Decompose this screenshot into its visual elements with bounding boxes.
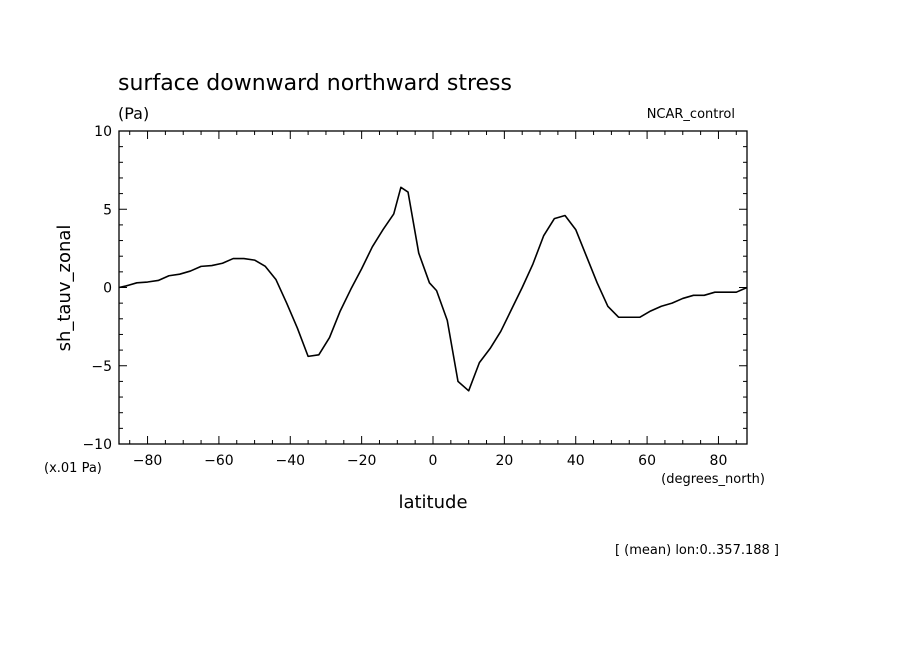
x-axis-label: latitude <box>398 492 467 513</box>
axis-ticks <box>119 130 747 445</box>
series-line <box>118 186 748 392</box>
y-tick-label: 0 <box>103 281 112 297</box>
x-tick-label: 0 <box>429 453 438 469</box>
case-label: NCAR_control <box>647 107 735 122</box>
y-axis-label: sh_tauv_zonal <box>54 225 75 352</box>
y-tick-label: −10 <box>82 437 112 453</box>
y-tick-label: 10 <box>94 124 112 140</box>
x-tick-label: −40 <box>275 453 305 469</box>
x-tick-label: 40 <box>567 453 585 469</box>
chart-title: surface downward northward stress <box>118 71 512 96</box>
x-tick-label: −20 <box>347 453 377 469</box>
y-tick-label: −5 <box>91 359 112 375</box>
x-tick-label: 20 <box>495 453 513 469</box>
x-tick-label: −80 <box>133 453 163 469</box>
tick-labels: −80 −60 −40 −20 0 20 40 60 80 −10 −5 0 5 10 <box>82 124 727 469</box>
x-tick-label: −60 <box>204 453 234 469</box>
x-tick-label: 80 <box>710 453 728 469</box>
x-tick-label: 60 <box>638 453 656 469</box>
chart-subtitle: (Pa) <box>118 104 149 123</box>
y-tick-label: 5 <box>103 202 112 218</box>
y-scale-note: (x.01 Pa) <box>44 461 102 476</box>
footer-note: [ (mean) lon:0..357.188 ] <box>615 543 779 558</box>
x-units: (degrees_north) <box>661 472 765 487</box>
